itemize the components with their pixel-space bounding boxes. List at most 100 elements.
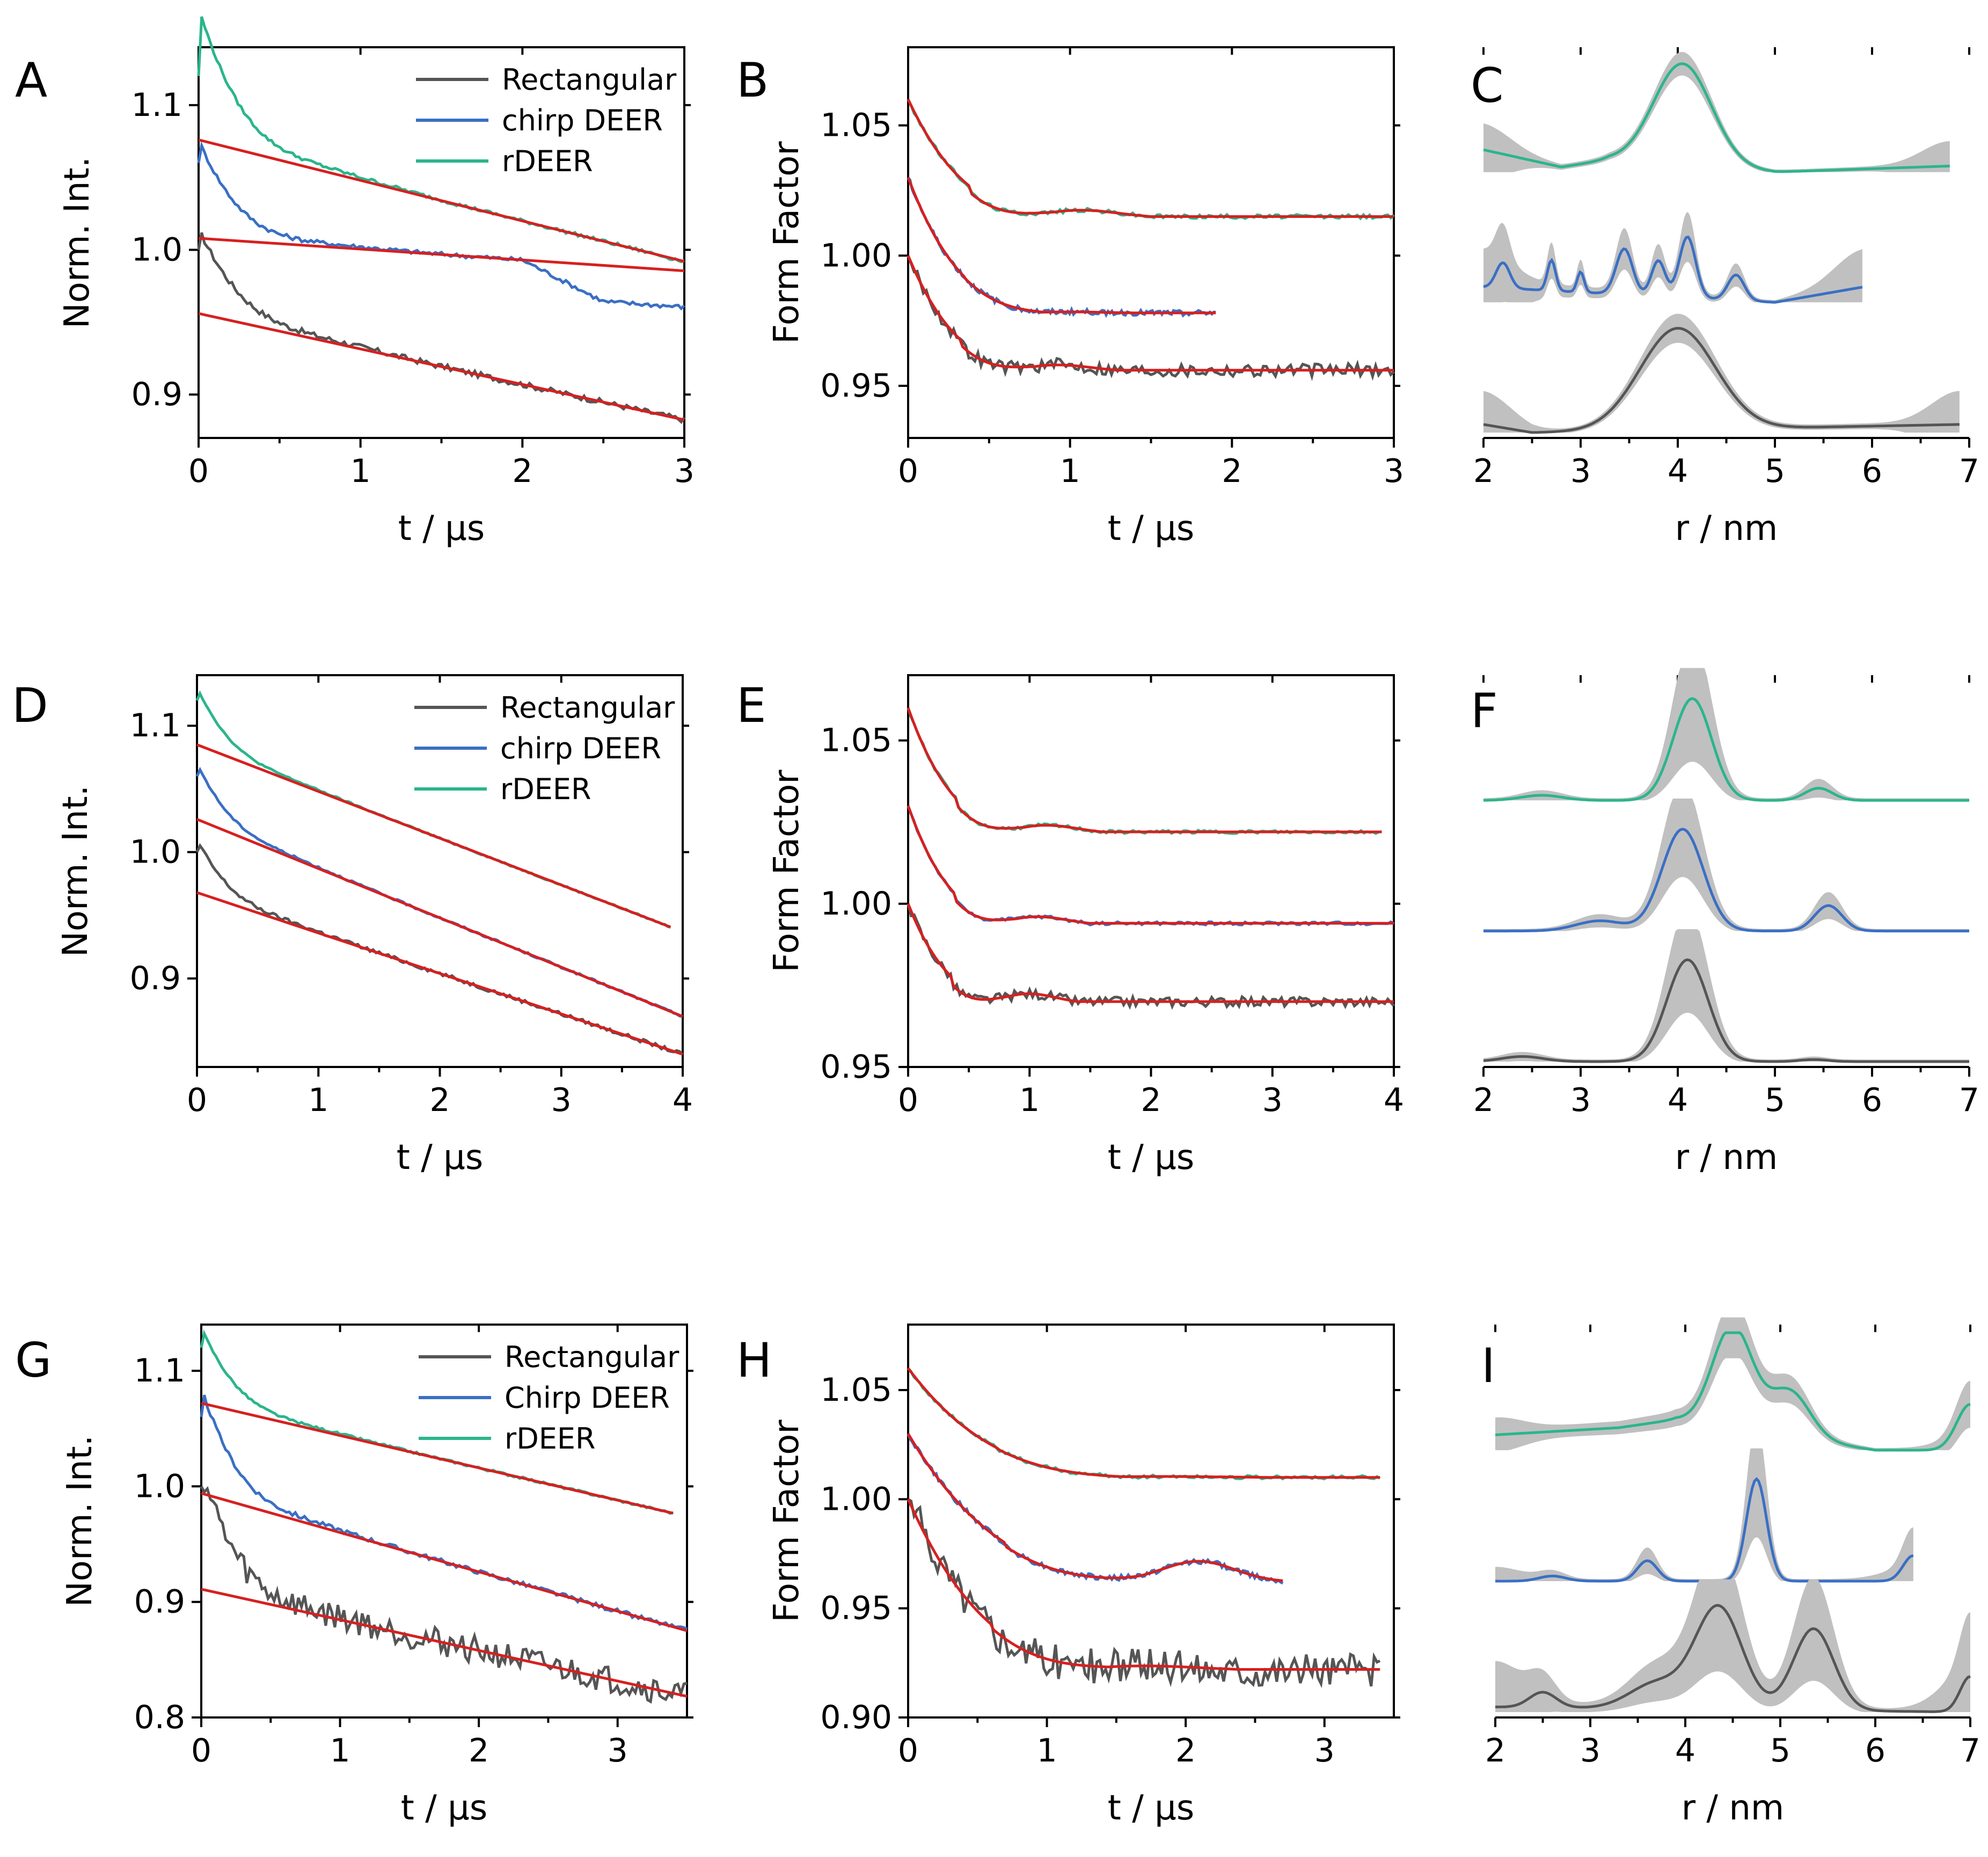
x-tick-label: 3 (1570, 452, 1591, 490)
panel-letter: D (12, 678, 48, 733)
distance-distribution-chirp-deer (1483, 235, 1863, 304)
panel-letter: H (736, 1333, 772, 1388)
y-tick-label: 0.9 (134, 1583, 185, 1621)
x-axis-label: t / µs (1108, 1138, 1194, 1178)
x-tick-label: 2 (1473, 1081, 1494, 1119)
x-tick-label: 7 (1959, 1081, 1979, 1119)
x-tick-label: 1 (308, 1081, 328, 1119)
trace-chirp-deer (195, 766, 683, 1018)
x-tick-label: 2 (429, 1081, 450, 1119)
legend-label-chirp-deer: Chirp DEER (505, 1381, 670, 1415)
form-factor-fit-rectangular (907, 1498, 1380, 1671)
x-tick-label: 5 (1765, 1081, 1785, 1119)
plot-frame (1483, 675, 1969, 1067)
x-tick-label: 0 (898, 452, 918, 490)
y-tick-label: 1.05 (820, 1371, 892, 1409)
x-tick-label: 3 (1384, 452, 1404, 490)
x-tick-label: 3 (1262, 1081, 1283, 1119)
x-tick-label: 3 (608, 1732, 628, 1770)
y-tick-label: 0.95 (820, 1048, 892, 1086)
x-tick-label: 2 (469, 1732, 489, 1770)
y-axis-label: Norm. Int. (60, 1435, 100, 1607)
panel-g: G 0 1 2 3 t / µs 0.8 0.9 1.0 1.1 Norm. Int. Rectang… (15, 1324, 693, 1828)
legend-label-rectangular: Rectangular (502, 63, 677, 97)
x-axis-label: t / µs (401, 1788, 487, 1828)
y-tick-label: 1.00 (820, 1480, 892, 1518)
x-tick-label: 4 (1384, 1081, 1404, 1119)
y-tick-label: 0.95 (820, 1590, 892, 1627)
y-tick-label: 0.9 (131, 376, 182, 413)
y-tick-label: 0.95 (820, 367, 892, 405)
x-tick-label: 2 (1473, 452, 1494, 490)
trace-rdeer (197, 16, 685, 264)
legend-label-rectangular: Rectangular (500, 691, 675, 725)
x-tick-label: 0 (898, 1732, 918, 1770)
y-tick-label: 1.1 (130, 707, 181, 744)
y-tick-label: 1.0 (131, 231, 182, 268)
form-factor-rdeer (907, 707, 1382, 835)
panel-letter: C (1471, 58, 1503, 113)
x-tick-label: 2 (1485, 1732, 1505, 1770)
x-tick-label: 6 (1865, 1732, 1885, 1770)
background-fit-rdeer (198, 138, 685, 263)
distance-distribution-rdeer (1495, 1331, 1971, 1452)
form-factor-rdeer (907, 1367, 1381, 1481)
uncertainty-band-rdeer (1483, 668, 1969, 801)
panel-b: B 0 1 2 3 t / µs 0.95 1.00 1.05 Form Factor (736, 46, 1404, 549)
x-tick-label: 1 (1060, 452, 1080, 490)
x-tick-label: 0 (187, 1081, 207, 1119)
panel-letter: B (736, 53, 769, 108)
background-fit-chirp-deer (196, 818, 683, 1018)
x-tick-label: 1 (1036, 1732, 1057, 1770)
form-factor-rectangular (907, 1498, 1381, 1688)
y-tick-label: 1.1 (134, 1352, 185, 1390)
x-tick-label: 3 (551, 1081, 572, 1119)
x-axis-label: r / nm (1682, 1788, 1784, 1828)
background-fit-rectangular (196, 891, 683, 1056)
x-tick-label: 7 (1959, 452, 1979, 490)
uncertainty-band-chirp-deer (1495, 1448, 1913, 1581)
distance-distribution-rectangular (1483, 958, 1969, 1063)
uncertainty-band-rdeer (1495, 1317, 1970, 1450)
y-tick-label: 0.90 (820, 1699, 892, 1736)
x-tick-label: 2 (1141, 1081, 1161, 1119)
x-tick-label: 6 (1862, 452, 1882, 490)
x-tick-label: 2 (1175, 1732, 1196, 1770)
background-fit-rdeer (196, 743, 671, 928)
trace-chirp-deer (200, 1394, 688, 1631)
form-factor-fit-chirp-deer (907, 177, 1216, 315)
form-factor-chirp-deer (907, 177, 1216, 318)
x-tick-label: 4 (1668, 452, 1688, 490)
trace-rectangular (195, 843, 684, 1056)
trace-rectangular (197, 232, 686, 425)
x-tick-label: 6 (1862, 1081, 1882, 1119)
background-fit-chirp-deer (201, 1492, 688, 1632)
panel-e: E 0 1 2 3 4 t / µs 0.95 1.00 1.05 Form Factor (736, 674, 1404, 1178)
x-tick-label: 2 (512, 452, 532, 490)
y-tick-label: 1.00 (820, 237, 892, 274)
form-factor-fit-rdeer (907, 707, 1382, 834)
x-tick-label: 0 (188, 452, 209, 490)
plot-frame (200, 1324, 688, 1719)
background-fit-rectangular (201, 1588, 688, 1698)
panel-letter: I (1481, 1338, 1495, 1393)
form-factor-rectangular (907, 255, 1395, 382)
y-axis-label: Norm. Int. (56, 785, 96, 957)
trace-rdeer (195, 690, 671, 929)
x-axis-label: t / µs (1108, 509, 1194, 549)
uncertainty-band-rectangular (1483, 313, 1960, 433)
distance-distribution-chirp-deer (1495, 1477, 1914, 1583)
x-axis-label: t / µs (397, 1138, 483, 1178)
legend-label-rdeer: rDEER (502, 144, 593, 178)
form-factor-fit-chirp-deer (907, 1433, 1283, 1582)
legend-label-chirp-deer: chirp DEER (502, 104, 663, 137)
x-tick-label: 4 (673, 1081, 693, 1119)
x-tick-label: 1 (350, 452, 371, 490)
distance-distribution-rectangular (1483, 327, 1960, 434)
x-tick-label: 3 (1570, 1081, 1591, 1119)
x-tick-label: 5 (1770, 1732, 1790, 1770)
x-axis-label: r / nm (1675, 1138, 1778, 1178)
x-tick-label: 3 (674, 452, 695, 490)
legend-label-rdeer: rDEER (505, 1422, 596, 1456)
